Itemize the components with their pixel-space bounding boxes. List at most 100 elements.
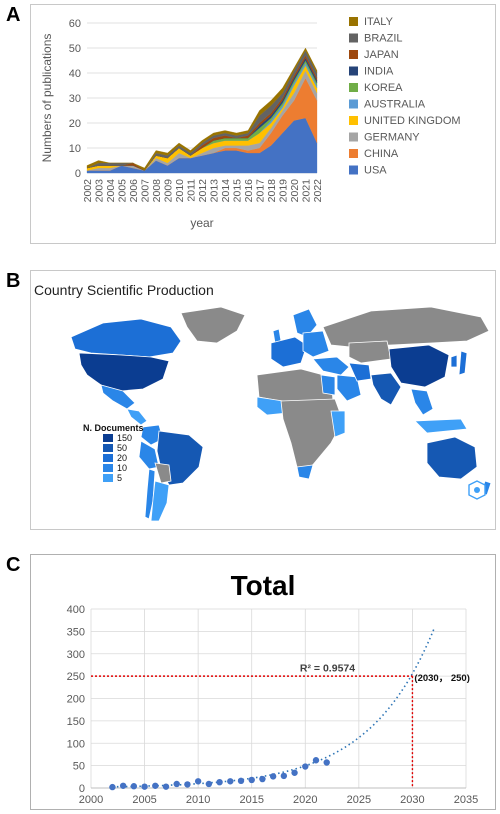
y-tick-label: 50 xyxy=(73,761,85,773)
y-tick-label: 100 xyxy=(67,738,85,750)
country-east-africa xyxy=(330,410,346,438)
legend-swatch xyxy=(103,464,113,472)
panel-label-b: B xyxy=(6,270,21,292)
y-tick-label: 200 xyxy=(67,694,85,706)
legend-swatch xyxy=(349,33,358,43)
x-tick-label: 2030 xyxy=(400,794,424,806)
x-tick-label: 2006 xyxy=(128,179,140,203)
x-tick-label: 2014 xyxy=(220,179,232,203)
country-arabia xyxy=(336,374,362,402)
country-north-africa xyxy=(256,368,334,404)
country-japan xyxy=(458,350,468,376)
x-tick-label: 2020 xyxy=(293,794,317,806)
data-point xyxy=(173,780,180,788)
legend-swatch xyxy=(103,474,113,482)
x-tick-label: 2013 xyxy=(209,179,221,203)
country-egypt xyxy=(320,374,336,396)
y-tick-label: 250 xyxy=(67,671,85,683)
data-point xyxy=(248,776,255,784)
country-eastern-europe xyxy=(302,330,330,358)
legend-label: USA xyxy=(364,165,387,177)
y-tick-label: 10 xyxy=(69,143,81,155)
country-canada xyxy=(70,318,182,358)
data-point xyxy=(280,772,288,780)
y-axis-title: Numbers of publications xyxy=(40,34,54,163)
x-tick-label: 2000 xyxy=(79,794,103,806)
data-point xyxy=(152,782,159,789)
x-tick-label: 2010 xyxy=(174,179,186,203)
logo-icon-center xyxy=(474,487,480,493)
country-chile xyxy=(144,468,156,520)
data-point xyxy=(205,780,213,788)
x-tick-label: 2020 xyxy=(289,179,301,203)
data-point xyxy=(323,759,330,766)
x-tick-label: 2015 xyxy=(239,794,263,806)
x-tick-label: 2021 xyxy=(301,179,313,203)
x-tick-label: 2009 xyxy=(163,179,175,203)
legend-label: KOREA xyxy=(364,82,403,94)
x-tick-label: 2010 xyxy=(186,794,210,806)
country-central-africa xyxy=(280,398,344,468)
x-tick-label: 2008 xyxy=(151,179,163,203)
x-tick-label: 2035 xyxy=(454,794,478,806)
legend-swatch xyxy=(103,434,113,442)
legend-swatch xyxy=(349,83,358,92)
country-korea xyxy=(450,354,458,368)
legend-label: ITALY xyxy=(364,16,394,28)
legend-label: BRAZIL xyxy=(364,33,403,45)
x-tick-label: 2002 xyxy=(82,179,94,203)
x-tick-label: 2007 xyxy=(140,179,152,203)
country-peru xyxy=(138,440,160,470)
world-map: Country Scientific Production N. Document… xyxy=(34,282,492,522)
world-map-frame: Country Scientific Production N. Document… xyxy=(30,270,496,530)
legend-swatch xyxy=(349,50,358,59)
legend-label: UNITED KINGDOM xyxy=(364,115,461,127)
legend-label: 150 xyxy=(117,433,132,443)
country-china xyxy=(388,344,450,388)
legend-swatch xyxy=(349,165,358,175)
map-title: Country Scientific Production xyxy=(34,282,214,298)
y-tick-label: 20 xyxy=(69,118,81,130)
country-scandinavia xyxy=(292,308,318,338)
legend-title: N. Documents xyxy=(83,423,144,433)
country-greenland xyxy=(180,306,246,344)
data-point xyxy=(141,783,148,790)
country-south-africa xyxy=(296,464,314,480)
country-iran xyxy=(348,362,372,382)
x-tick-label: 2025 xyxy=(347,794,371,806)
data-point xyxy=(184,781,191,788)
panel-label-c: C xyxy=(6,554,21,576)
y-tick-label: 60 xyxy=(69,18,81,30)
y-tick-label: 50 xyxy=(69,43,81,55)
legend-label: JAPAN xyxy=(364,49,399,61)
country-australia xyxy=(426,436,478,480)
x-tick-label: 2003 xyxy=(94,179,106,203)
x-axis-title: year xyxy=(190,216,213,230)
legend-swatch xyxy=(349,17,358,26)
y-tick-label: 0 xyxy=(79,783,85,795)
legend-label: 50 xyxy=(117,443,127,453)
target-annotation: (2030， 250) xyxy=(414,673,469,684)
data-point xyxy=(312,757,320,764)
panel-label-a: A xyxy=(6,4,21,26)
legend-label: GERMANY xyxy=(364,132,420,144)
y-tick-label: 300 xyxy=(67,649,85,661)
country-indonesia xyxy=(414,418,468,434)
chart-title: Total xyxy=(231,570,296,601)
x-tick-label: 2015 xyxy=(232,179,244,203)
legend-label: CHINA xyxy=(364,148,399,160)
country-central-asia xyxy=(348,340,392,364)
x-tick-label: 2018 xyxy=(266,179,278,203)
area-italy xyxy=(86,47,318,171)
y-tick-label: 400 xyxy=(67,604,85,616)
x-tick-label: 2005 xyxy=(117,179,129,203)
y-tick-label: 0 xyxy=(75,168,81,180)
data-point xyxy=(269,773,277,780)
x-tick-label: 2004 xyxy=(105,179,117,203)
legend-swatch xyxy=(349,149,358,158)
legend-swatch xyxy=(349,66,358,76)
data-point xyxy=(227,778,234,785)
country-bolivia-paraguay xyxy=(154,462,172,484)
stacked-area-chart-frame: 0 10 20 30 40 50 60 2002 2003 2004 2005 2006 2007 200… xyxy=(30,4,496,244)
y-tick-label: 40 xyxy=(69,68,81,80)
